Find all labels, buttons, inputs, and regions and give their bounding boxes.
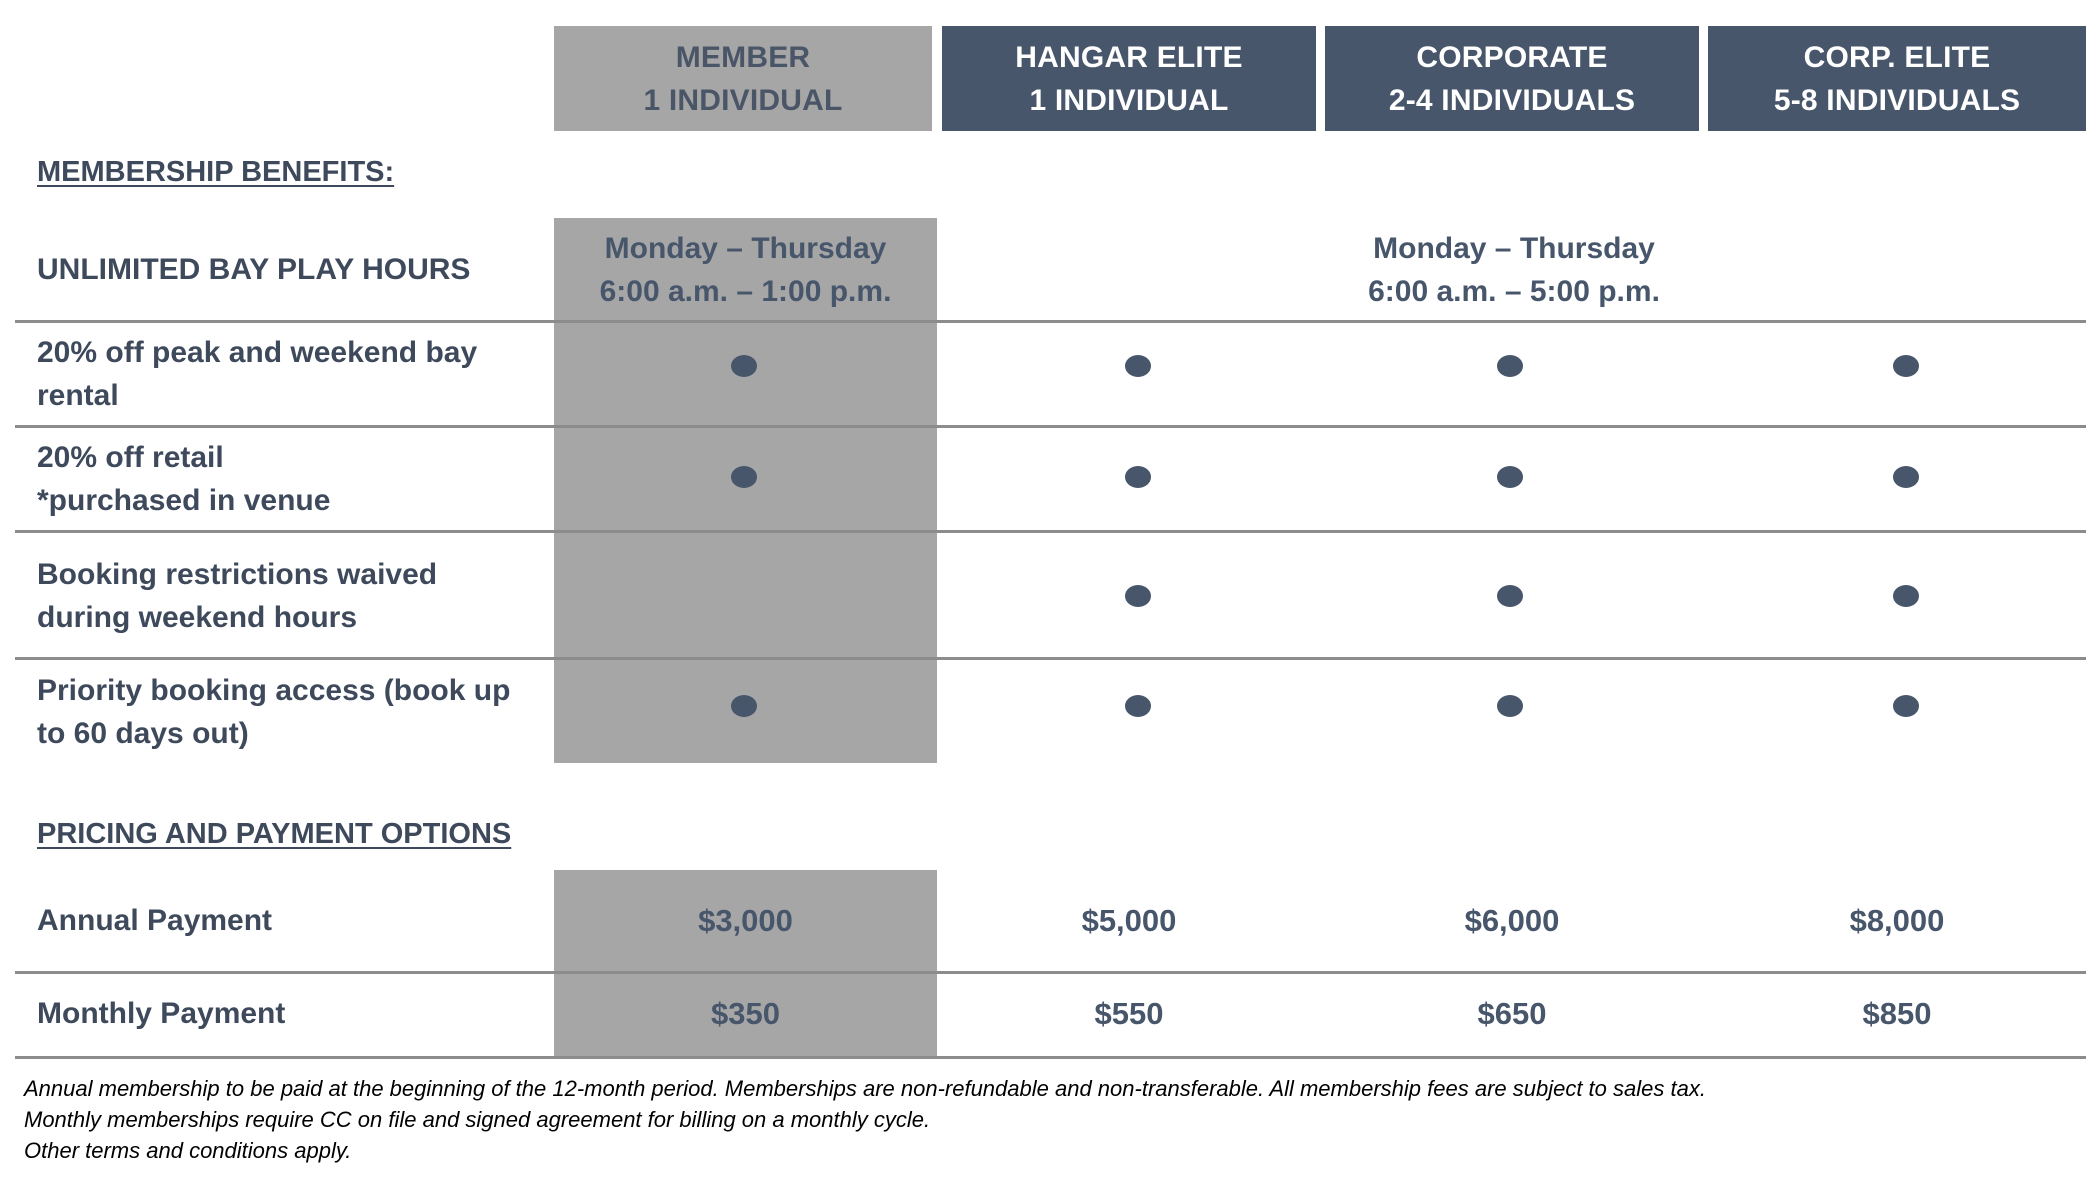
- included-dot-corp-elite: [1893, 466, 1919, 488]
- included-dot-corporate: [1497, 585, 1523, 607]
- benefit-label-line: 20% off retail: [37, 441, 224, 474]
- monthly-price-corporate: $650: [1477, 996, 1547, 1031]
- benefit-label-line: Priority booking access (book up: [37, 674, 511, 707]
- footnote-monthly: Monthly memberships require CC on file a…: [24, 1107, 931, 1132]
- benefit-label-line: to 60 days out): [37, 717, 249, 750]
- plan-header-corp-elite: CORP. ELITE 5-8 INDIVIDUALS: [1708, 26, 2086, 131]
- benefit-label-line: Booking restrictions waived: [37, 558, 438, 591]
- monthly-price-member: $350: [711, 996, 780, 1031]
- plan-name: MEMBER: [675, 40, 811, 74]
- included-dot-corporate: [1497, 695, 1523, 717]
- plan-header-corporate: CORPORATE 2-4 INDIVIDUALS: [1325, 26, 1699, 131]
- benefit-label-line: 20% off peak and weekend bay: [37, 336, 478, 369]
- row-divider: [15, 530, 2086, 533]
- included-dot-corp-elite: [1893, 355, 1919, 377]
- benefit-label-priority-booking: Priority booking access (book up to 60 d…: [37, 669, 557, 755]
- included-dot-member: [731, 466, 757, 488]
- included-dot-hangar-elite: [1125, 695, 1151, 717]
- row-divider: [15, 971, 2086, 974]
- included-dot-corporate: [1497, 466, 1523, 488]
- plan-name: CORP. ELITE: [1803, 40, 1991, 74]
- monthly-price-hangar-elite: $550: [1094, 996, 1164, 1031]
- row-divider: [15, 425, 2086, 428]
- pricing-options-title: PRICING AND PAYMENT OPTIONS: [37, 818, 512, 850]
- included-dot-corp-elite: [1893, 585, 1919, 607]
- plan-name: CORPORATE: [1416, 40, 1608, 74]
- annual-price-corp-elite: $8,000: [1849, 903, 1945, 938]
- plan-header-member: MEMBER 1 INDIVIDUAL: [554, 26, 932, 131]
- annual-price-hangar-elite: $5,000: [1081, 903, 1177, 938]
- monthly-price-corp-elite: $850: [1862, 996, 1932, 1031]
- member-hours-time: 6:00 a.m. – 1:00 p.m.: [599, 275, 892, 308]
- membership-benefits-title: MEMBERSHIP BENEFITS:: [37, 156, 395, 188]
- included-dot-member: [731, 695, 757, 717]
- member-column-pricing: [554, 870, 937, 1057]
- other-hours-days: Monday – Thursday: [1373, 232, 1655, 265]
- monthly-payment-label: Monthly Payment: [37, 997, 286, 1030]
- benefit-label-line: during weekend hours: [37, 601, 358, 634]
- plan-header-hangar-elite: HANGAR ELITE 1 INDIVIDUAL: [942, 26, 1316, 131]
- footnote-terms: Other terms and conditions apply.: [24, 1138, 352, 1163]
- benefit-label-line: rental: [37, 379, 119, 412]
- member-column-benefits: [554, 218, 937, 763]
- plan-size: 5-8 INDIVIDUALS: [1773, 83, 2021, 117]
- annual-price-member: $3,000: [698, 903, 793, 938]
- footnote-annual: Annual membership to be paid at the begi…: [24, 1076, 1706, 1101]
- benefit-label-booking-restrictions: Booking restrictions waived during weeke…: [37, 553, 557, 639]
- included-dot-hangar-elite: [1125, 585, 1151, 607]
- plan-size: 2-4 INDIVIDUALS: [1388, 83, 1636, 117]
- included-dot-member: [731, 355, 757, 377]
- bay-play-hours-label: UNLIMITED BAY PLAY HOURS: [37, 253, 471, 286]
- other-plans-hours: Monday – Thursday 6:00 a.m. – 5:00 p.m.: [942, 225, 2086, 315]
- row-divider: [15, 320, 2086, 323]
- plan-size: 1 INDIVIDUAL: [643, 83, 843, 117]
- included-dot-hangar-elite: [1125, 355, 1151, 377]
- benefit-label-line: *purchased in venue: [37, 484, 331, 517]
- plan-size: 1 INDIVIDUAL: [1029, 83, 1229, 117]
- row-divider: [15, 1056, 2086, 1059]
- member-hours: Monday – Thursday 6:00 a.m. – 1:00 p.m.: [554, 225, 937, 315]
- included-dot-corp-elite: [1893, 695, 1919, 717]
- annual-price-corporate: $6,000: [1464, 903, 1560, 938]
- annual-payment-label: Annual Payment: [37, 904, 273, 937]
- included-dot-hangar-elite: [1125, 466, 1151, 488]
- row-divider: [15, 657, 2086, 660]
- member-hours-days: Monday – Thursday: [604, 232, 887, 265]
- other-hours-time: 6:00 a.m. – 5:00 p.m.: [1368, 275, 1660, 308]
- benefit-label-retail: 20% off retail *purchased in venue: [37, 436, 557, 522]
- benefit-label-bay-rental: 20% off peak and weekend bay rental: [37, 331, 557, 417]
- plan-name: HANGAR ELITE: [1015, 40, 1243, 74]
- included-dot-corporate: [1497, 355, 1523, 377]
